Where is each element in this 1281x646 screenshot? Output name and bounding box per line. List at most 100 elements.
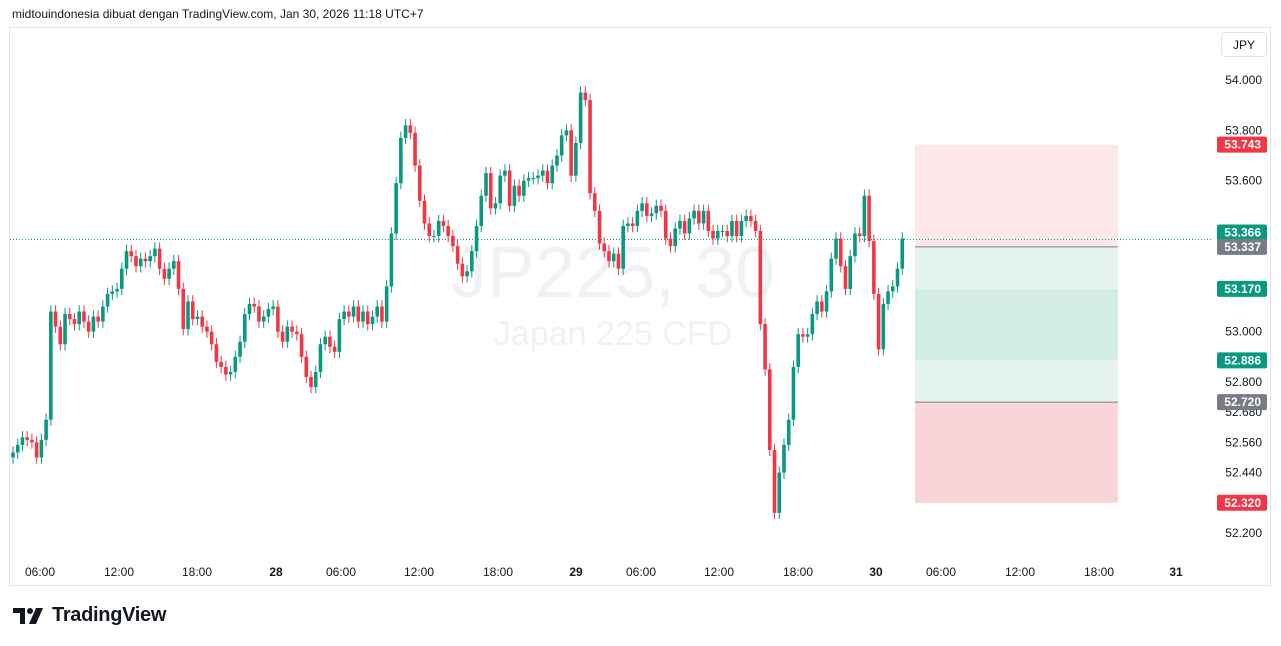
candle-body <box>252 303 257 307</box>
candle <box>96 310 100 328</box>
candle-series[interactable] <box>11 86 905 520</box>
candle-body <box>30 439 34 443</box>
candle <box>493 197 498 215</box>
candle-body <box>900 238 905 269</box>
candle <box>824 285 829 318</box>
symbol-watermark: JP225, 30 Japan 225 CFD <box>451 233 775 353</box>
candle <box>739 214 744 243</box>
candle-body <box>96 316 100 322</box>
candle <box>25 431 29 447</box>
long-position-tool[interactable] <box>915 144 1118 503</box>
candle <box>389 227 394 293</box>
candle-body <box>711 231 715 239</box>
watermark-symbol: JP225, 30 <box>451 233 775 313</box>
candle-body <box>621 225 625 269</box>
candle <box>304 350 309 384</box>
candle-body <box>44 419 48 440</box>
candle <box>876 287 881 356</box>
x-tick-label: 12:00 <box>1005 565 1035 579</box>
candle <box>328 330 332 354</box>
candle-body <box>583 92 588 101</box>
candle <box>276 300 280 338</box>
candle <box>356 300 361 328</box>
candle <box>247 297 252 321</box>
candle <box>654 199 659 220</box>
candle-body <box>342 311 346 320</box>
x-tick-label: 06:00 <box>626 565 656 579</box>
candle <box>446 219 450 243</box>
candle-body <box>138 258 143 267</box>
candle <box>777 466 782 520</box>
target-1-tag: 53.170 <box>1217 280 1267 297</box>
candle-body <box>119 268 124 289</box>
candle <box>531 171 536 185</box>
price-axis[interactable]: 54.00053.80053.60053.40053.00052.80052.6… <box>1225 73 1262 540</box>
candle <box>460 257 465 283</box>
candle-body <box>219 361 223 367</box>
candle <box>252 297 257 313</box>
candle-body <box>862 195 867 237</box>
candle-body <box>356 306 361 322</box>
candle-body <box>242 314 247 342</box>
candle <box>110 285 115 301</box>
candle <box>465 264 469 283</box>
candle-body <box>706 210 711 231</box>
candle-body <box>209 331 214 345</box>
candle <box>692 204 696 225</box>
time-axis[interactable]: 06:00 12:00 18:00 28 06:00 12:00 18:00 29 06:00 1… <box>25 565 1183 579</box>
candle-body <box>186 301 190 330</box>
candle <box>219 355 223 374</box>
candle-body <box>763 324 767 370</box>
candle-body <box>82 311 86 322</box>
candle-body <box>786 419 791 445</box>
entry-tag-text: 53.337 <box>1224 240 1261 254</box>
candle <box>626 217 630 233</box>
candle <box>512 179 517 213</box>
tradingview-logo-icon <box>13 607 43 624</box>
candle-body <box>332 346 337 352</box>
candle <box>441 214 446 233</box>
candle-body <box>129 251 134 257</box>
candle-body <box>15 444 20 453</box>
candle-body <box>838 238 843 267</box>
candle <box>384 280 389 328</box>
candle <box>805 327 810 343</box>
candle-body <box>616 253 621 269</box>
candle <box>890 280 895 298</box>
candle-body <box>58 326 63 345</box>
candle-body <box>592 193 597 211</box>
candle <box>540 164 545 182</box>
candle-body <box>555 155 559 166</box>
currency-button[interactable]: JPY <box>1221 32 1267 57</box>
x-tick-label: 18:00 <box>483 565 513 579</box>
candle-body <box>91 316 96 332</box>
candle <box>313 365 318 394</box>
candle-body <box>49 311 53 420</box>
candle <box>801 327 805 343</box>
candle <box>498 169 502 210</box>
candle-body <box>484 173 488 196</box>
candle-body <box>34 442 39 458</box>
candle-body <box>266 309 271 317</box>
candle-body <box>176 261 181 289</box>
candle-body <box>181 288 186 330</box>
candle <box>673 222 677 253</box>
candle-body <box>881 303 886 350</box>
candle <box>621 219 625 276</box>
candle-body <box>488 173 493 209</box>
target-zone-1 <box>915 246 1118 289</box>
candle <box>394 176 398 240</box>
candle <box>399 131 403 190</box>
candle <box>616 247 621 276</box>
tradingview-logo[interactable]: TradingView <box>12 604 166 627</box>
entry-tag: 53.337 <box>1217 238 1267 255</box>
candle-body <box>384 286 389 322</box>
candle-body <box>810 314 815 335</box>
candle-body <box>337 319 342 352</box>
candle <box>214 337 219 369</box>
candle-body <box>427 223 432 237</box>
candle-body <box>791 366 796 420</box>
candle-body <box>630 223 635 226</box>
candle <box>332 340 337 359</box>
